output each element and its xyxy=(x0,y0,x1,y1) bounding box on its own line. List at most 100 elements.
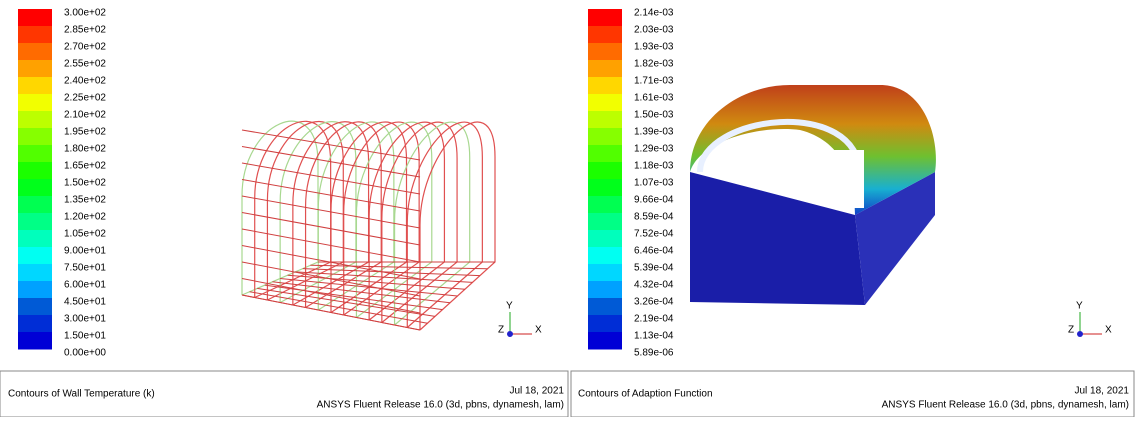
axis-label: Z xyxy=(1068,325,1074,336)
legend-label: 6.46e-04 xyxy=(634,246,674,257)
legend-label: 1.82e-03 xyxy=(634,59,674,70)
wire-ring xyxy=(266,120,344,301)
legend-swatch xyxy=(18,230,52,248)
legend-swatch xyxy=(588,264,622,282)
legend-label: 1.29e-03 xyxy=(634,144,674,155)
legend-label: 9.66e-04 xyxy=(634,195,674,206)
legend-label: 2.10e+02 xyxy=(64,110,106,121)
legend-label: 9.00e+01 xyxy=(64,246,106,257)
legend-swatch xyxy=(18,247,52,265)
legend-label: 1.95e+02 xyxy=(64,127,106,138)
footer-date: Jul 18, 2021 xyxy=(510,386,565,397)
legend-label: 0.00e+00 xyxy=(64,348,106,359)
legend-swatch xyxy=(588,196,622,214)
legend-swatch xyxy=(18,43,52,61)
legend-swatch xyxy=(588,179,622,197)
legend-swatch xyxy=(18,128,52,146)
wire-ring xyxy=(355,121,433,318)
legend-label: 2.19e-04 xyxy=(634,314,674,325)
legend-label: 1.65e+02 xyxy=(64,161,106,172)
axis-label: Y xyxy=(1076,301,1083,312)
wire-ring xyxy=(368,121,446,321)
legend-swatch xyxy=(18,111,52,129)
legend-swatch xyxy=(588,145,622,163)
legend-swatch xyxy=(588,298,622,316)
wire-rail xyxy=(241,146,421,178)
legend-swatch xyxy=(18,179,52,197)
legend-swatch xyxy=(588,60,622,78)
legend-label: 1.71e-03 xyxy=(634,76,674,87)
legend-label: 8.59e-04 xyxy=(634,212,674,223)
legend-label: 2.55e+02 xyxy=(64,59,106,70)
legend-label: 1.61e-03 xyxy=(634,93,674,104)
footer-title: Contours of Adaption Function xyxy=(578,389,713,400)
legend-swatch xyxy=(18,264,52,282)
footer-date: Jul 18, 2021 xyxy=(1075,386,1130,397)
legend-label: 2.70e+02 xyxy=(64,42,106,53)
legend-swatch xyxy=(588,94,622,112)
footer-title: Contours of Wall Temperature (k) xyxy=(8,389,155,400)
legend-label: 3.26e-04 xyxy=(634,297,674,308)
legend-swatch xyxy=(18,298,52,316)
wire-ring xyxy=(317,121,395,311)
wireframe-model xyxy=(241,120,496,331)
legend-label: 2.40e+02 xyxy=(64,76,106,87)
wire-rail xyxy=(272,281,451,304)
legend-label: 1.93e-03 xyxy=(634,42,674,53)
legend-swatch xyxy=(18,162,52,180)
legend-label: 5.89e-06 xyxy=(634,348,674,359)
wire-ring xyxy=(381,121,458,323)
legend-swatch xyxy=(18,9,52,27)
legend-label: 1.35e+02 xyxy=(64,195,106,206)
arch-surface xyxy=(690,85,936,215)
axis-label: Z xyxy=(498,325,504,336)
legend-label: 1.50e-03 xyxy=(634,110,674,121)
legend-swatch xyxy=(588,128,622,146)
wire-rail xyxy=(287,274,466,290)
legend-label: 1.80e+02 xyxy=(64,144,106,155)
axis-z xyxy=(507,331,513,337)
legend-swatch xyxy=(18,332,52,350)
legend-swatch xyxy=(18,60,52,78)
wire-rail xyxy=(295,271,473,283)
legend-swatch xyxy=(588,111,622,129)
legend-label: 1.50e+01 xyxy=(64,331,106,342)
legend-swatch xyxy=(588,26,622,44)
legend-swatch xyxy=(588,213,622,231)
legend-label: 5.39e-04 xyxy=(634,263,674,274)
legend-swatch xyxy=(18,26,52,44)
legend-label: 2.03e-03 xyxy=(634,25,674,36)
axis-label: X xyxy=(535,325,542,336)
legend-swatch xyxy=(588,247,622,265)
legend-label: 4.32e-04 xyxy=(634,280,674,291)
contour-model xyxy=(690,85,936,305)
legend-label: 2.14e-03 xyxy=(634,8,674,19)
wire-rail xyxy=(249,291,428,324)
legend-swatch xyxy=(588,230,622,248)
wire-ring xyxy=(406,121,483,328)
arch-rib xyxy=(697,119,863,176)
legend-label: 3.00e+01 xyxy=(64,314,106,325)
axis-z xyxy=(1077,331,1083,337)
legend-swatch xyxy=(588,43,622,61)
legend-swatch xyxy=(18,281,52,299)
legend-swatch xyxy=(18,94,52,112)
legend-swatch xyxy=(588,162,622,180)
wire-rail xyxy=(302,268,481,277)
legend-swatch xyxy=(588,332,622,350)
footer-box xyxy=(0,370,569,418)
wire-rail xyxy=(310,264,488,270)
wire-ring xyxy=(304,121,382,309)
legend-label: 2.25e+02 xyxy=(64,93,106,104)
box-front xyxy=(690,172,865,305)
axis-label: X xyxy=(1105,325,1112,336)
legend-label: 3.00e+02 xyxy=(64,8,106,19)
legend-label: 1.20e+02 xyxy=(64,212,106,223)
opening xyxy=(832,150,864,208)
wire-rail xyxy=(279,278,458,297)
legend-label: 1.07e-03 xyxy=(634,178,674,189)
axis-label: Y xyxy=(506,301,513,312)
wire-rail xyxy=(257,287,436,317)
